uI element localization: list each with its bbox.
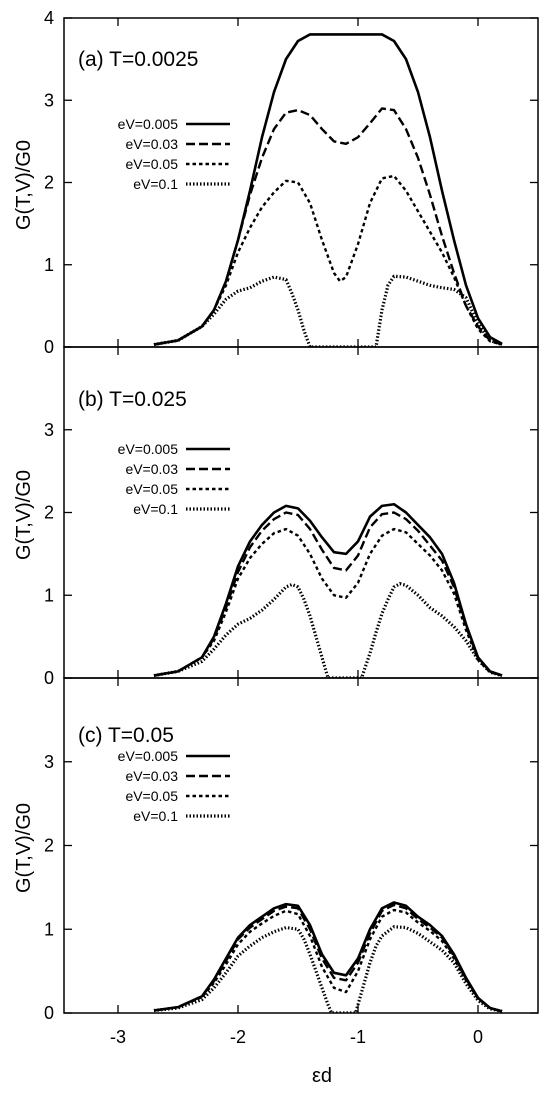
legend-label: eV=0.1 [133,501,178,517]
series-line-ev-0-03 [153,903,503,1013]
y-axis-label: G(T,V)/G0 [13,470,35,560]
legend-label: eV=0.03 [125,136,178,152]
x-tick-label: -1 [350,1027,366,1047]
legend-label: eV=0.05 [125,788,178,804]
series-line-ev-0-05 [153,527,503,677]
y-tick-label: 1 [44,255,54,275]
y-tick-label: 3 [44,90,54,110]
panel-b: (b) T=0.025 G(T,V)/G0 0 1 2 3 eV=0.005 eV=0.0… [13,346,539,688]
x-tick-label: -2 [230,1027,246,1047]
legend-label: eV=0.1 [133,176,178,192]
y-tick-label: 2 [44,836,54,856]
y-tick-label: 2 [44,173,54,193]
legend-label: eV=0.05 [125,156,178,172]
y-tick-label: 0 [44,337,54,357]
legend-label: eV=0.005 [118,441,179,457]
series-line-ev-0-03 [153,511,503,677]
y-axis-label: G(T,V)/G0 [13,803,35,893]
series-line-ev-0-05 [153,908,503,1013]
series-line-ev-0-05 [153,174,503,346]
legend-label: eV=0.1 [133,808,178,824]
legend-label: eV=0.05 [125,481,178,497]
x-tick-label: 0 [473,1027,483,1047]
legend-label: eV=0.03 [125,461,178,477]
panel-title: (a) T=0.0025 [78,48,198,71]
legend-label: eV=0.005 [118,748,179,764]
y-tick-label: 1 [44,585,54,605]
series-line-ev-0-03 [153,107,503,346]
panel-title: (b) T=0.025 [78,388,187,411]
y-tick-label: 3 [44,752,54,772]
legend-label: eV=0.005 [118,116,179,132]
y-tick-label: 2 [44,503,54,523]
y-tick-label: 4 [44,8,54,28]
panel-c: (c) T=0.05 G(T,V)/G0 0 1 2 3 -3 -2 -1 0 eV=0.005… [13,677,539,1047]
x-tick-label: -3 [110,1027,126,1047]
y-tick-label: 1 [44,919,54,939]
y-tick-label: 0 [44,1003,54,1023]
y-tick-label: 3 [44,420,54,440]
series-line-ev-0-005 [153,502,503,677]
y-axis-label: G(T,V)/G0 [13,140,35,230]
x-axis-label: εd [312,1065,332,1087]
legend-label: eV=0.03 [125,768,178,784]
y-tick-label: 0 [44,668,54,688]
panel-title: (c) T=0.05 [78,724,174,747]
